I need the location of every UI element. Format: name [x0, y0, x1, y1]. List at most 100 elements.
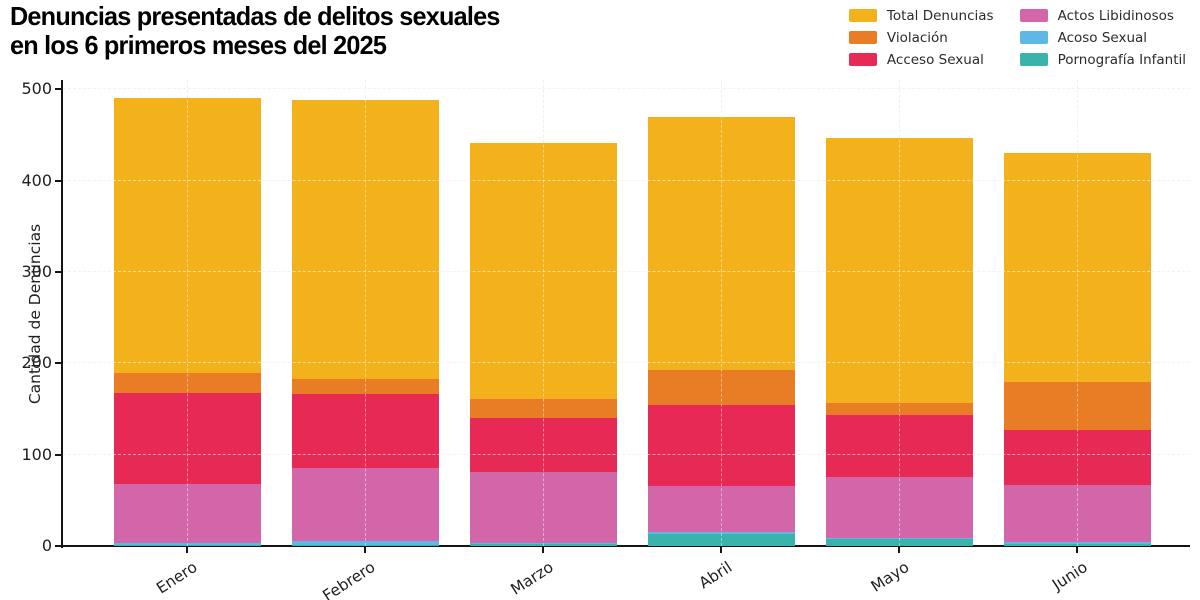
legend-label: Total Denuncias [886, 7, 994, 24]
chart-title-line2: en los 6 primeros meses del 2025 [10, 30, 387, 61]
bar-segment-abril-pornografía-infantil [647, 534, 795, 546]
bar-segment-febrero-acceso-sexual [291, 394, 439, 469]
y-axis-spine [61, 80, 63, 548]
legend-swatch-icon [1019, 31, 1048, 44]
x-tick-mark-junio [1076, 547, 1078, 553]
bar-segment-junio-actos-libidinosos [1003, 484, 1151, 543]
legend-column-2: Actos Libidinosos Acoso Sexual Pornografía… [1019, 7, 1186, 68]
legend-item: Total Denuncias [848, 7, 994, 24]
legend-column-1: Total Denuncias Violación Acceso Sexual [848, 7, 994, 68]
y-tick-label-500: 500 [21, 79, 52, 99]
bar-segment-junio-total-denuncias [1003, 153, 1151, 383]
x-tick-mark-febrero [364, 547, 366, 553]
bar-segment-mayo-acceso-sexual [825, 415, 973, 477]
y-tick-mark-300 [55, 270, 61, 273]
x-tick-mark-marzo [542, 547, 544, 553]
x-tick-label-enero: Enero [153, 558, 201, 598]
v-gridline-abril [721, 80, 722, 546]
y-tick-mark-500 [55, 88, 61, 91]
legend-item: Violación [848, 29, 994, 46]
plot-area [63, 80, 1190, 546]
legend-label: Pornografía Infantil [1057, 51, 1186, 68]
bar-segment-febrero-pornografía-infantil [291, 545, 439, 546]
x-tick-mark-enero [186, 547, 188, 553]
bar-segment-marzo-actos-libidinosos [469, 472, 617, 544]
bar-segment-mayo-violación [825, 402, 973, 416]
bar-segment-marzo-acoso-sexual [469, 543, 617, 545]
bar-segment-marzo-pornografía-infantil [469, 544, 617, 546]
legend-swatch-icon [1019, 9, 1048, 22]
legend-label: Acoso Sexual [1057, 29, 1148, 46]
y-tick-mark-400 [55, 179, 61, 182]
bar-segment-mayo-actos-libidinosos [825, 476, 973, 538]
bar-mayo [825, 80, 973, 546]
bar-segment-abril-acoso-sexual [647, 532, 795, 535]
v-gridline-enero [187, 80, 188, 546]
y-tick-label-400: 400 [21, 170, 52, 190]
bar-segment-marzo-violación [469, 398, 617, 419]
x-tick-label-marzo: Marzo [507, 558, 557, 599]
legend: Total Denuncias Violación Acceso Sexual Act… [848, 7, 1186, 68]
y-tick-label-300: 300 [21, 261, 52, 281]
y-tick-label-100: 100 [21, 444, 52, 464]
h-gridline-400 [63, 179, 1190, 181]
legend-swatch-icon [848, 9, 877, 22]
bar-segment-junio-pornografía-infantil [1003, 544, 1151, 546]
bar-segment-mayo-total-denuncias [825, 137, 973, 403]
y-tick-label-200: 200 [21, 353, 52, 373]
v-gridline-marzo [543, 80, 544, 546]
legend-item: Acoso Sexual [1019, 29, 1186, 46]
legend-item: Pornografía Infantil [1019, 51, 1186, 68]
y-tick-label-0: 0 [41, 536, 52, 555]
legend-label: Actos Libidinosos [1057, 7, 1174, 24]
h-gridline-100 [63, 453, 1190, 455]
legend-swatch-icon [1019, 53, 1048, 66]
bar-segment-febrero-acoso-sexual [291, 541, 439, 546]
legend-item: Actos Libidinosos [1019, 7, 1186, 24]
legend-label: Violación [886, 29, 948, 46]
bar-segment-febrero-total-denuncias [291, 100, 439, 379]
legend-item: Acceso Sexual [848, 51, 994, 68]
bar-segment-enero-pornografía-infantil [113, 545, 261, 546]
x-tick-label-abril: Abril [695, 558, 735, 593]
v-gridline-mayo [899, 80, 900, 546]
chart-title: Denuncias presentadas de delitos sexuale… [10, 1, 500, 61]
bar-abril [647, 80, 795, 546]
y-tick-mark-200 [55, 362, 61, 365]
bar-segment-enero-violación [113, 373, 261, 393]
bar-junio [1003, 80, 1151, 546]
h-gridline-500 [63, 88, 1190, 90]
y-tick-mark-0 [55, 545, 61, 547]
x-tick-label-mayo: Mayo [868, 558, 913, 596]
bar-segment-abril-acceso-sexual [647, 405, 795, 486]
legend-swatch-icon [848, 53, 877, 66]
x-tick-label-febrero: Febrero [319, 558, 379, 600]
legend-label: Acceso Sexual [886, 51, 984, 68]
h-gridline-300 [63, 270, 1190, 272]
bar-segment-mayo-acoso-sexual [825, 537, 973, 539]
y-tick-mark-100 [55, 453, 61, 456]
bar-segment-abril-violación [647, 369, 795, 406]
x-tick-mark-mayo [898, 547, 900, 553]
chart-title-line1: Denuncias presentadas de delitos sexuale… [10, 1, 500, 31]
v-gridline-febrero [365, 80, 366, 546]
bar-segment-enero-total-denuncias [113, 98, 261, 374]
bar-segment-febrero-violación [291, 378, 439, 395]
bar-segment-marzo-acceso-sexual [469, 418, 617, 472]
bar-segment-enero-acceso-sexual [113, 392, 261, 484]
bar-segment-abril-total-denuncias [647, 117, 795, 370]
bar-segment-abril-actos-libidinosos [647, 485, 795, 533]
h-gridline-200 [63, 362, 1190, 364]
x-tick-label-junio: Junio [1049, 558, 1091, 594]
bar-segment-febrero-actos-libidinosos [291, 468, 439, 542]
v-gridline-junio [1077, 80, 1078, 546]
x-tick-mark-abril [720, 547, 722, 553]
legend-swatch-icon [848, 31, 877, 44]
bar-segment-enero-actos-libidinosos [113, 483, 261, 544]
bar-enero [113, 80, 261, 546]
bar-febrero [291, 80, 439, 546]
y-axis-title: Cantidad de Denuncias [26, 223, 44, 405]
bar-segment-mayo-pornografía-infantil [825, 538, 973, 546]
bar-segment-enero-acoso-sexual [113, 543, 261, 546]
bar-segment-junio-violación [1003, 382, 1151, 430]
